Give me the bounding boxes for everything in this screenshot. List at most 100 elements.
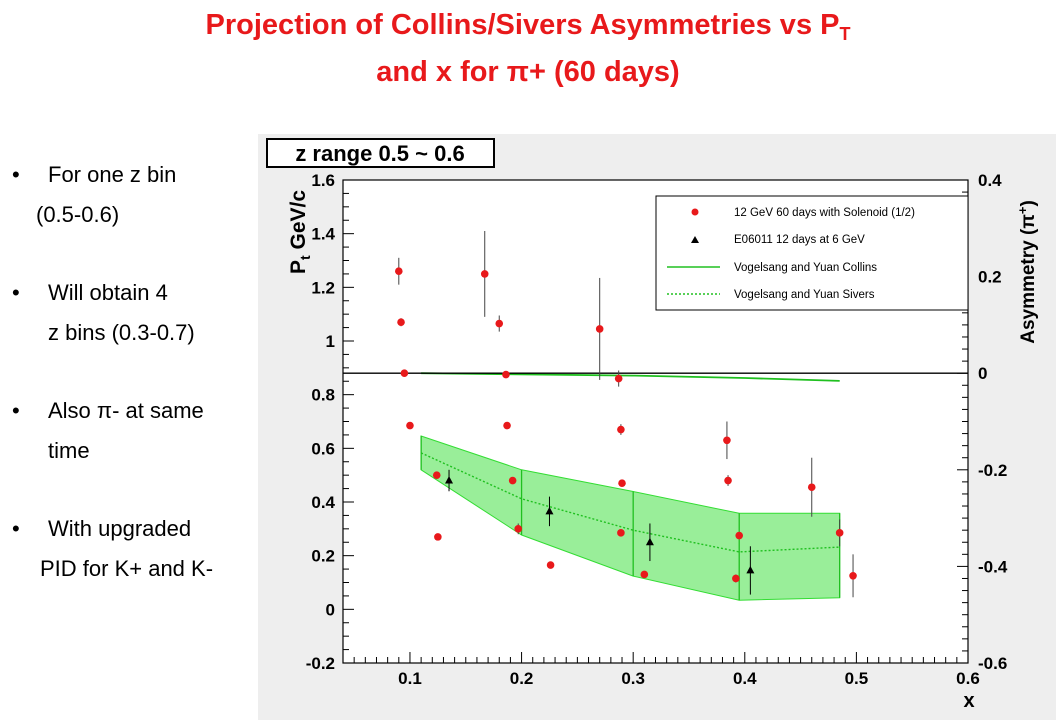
- slide-title-line-1: Projection of Collins/Sivers Asymmetries…: [0, 6, 1056, 53]
- solenoid-data-point: [617, 529, 625, 537]
- solenoid-data-point: [502, 370, 510, 379]
- bullet-text: time: [48, 438, 90, 463]
- y-axis-label: Pt GeV/c: [287, 190, 313, 274]
- bullet-text: PID for K+ and K-: [40, 556, 214, 581]
- chart-title: z range 0.5 ~ 0.6: [295, 141, 464, 166]
- bullet-icon: •: [12, 516, 20, 541]
- y-tick-label: 1.2: [311, 278, 335, 297]
- solenoid-data-point: [480, 270, 489, 278]
- y2-tick-label: -0.2: [978, 461, 1007, 480]
- solenoid-data-point: [614, 374, 623, 383]
- solenoid-data-point: [640, 570, 649, 579]
- legend-label-collins: Vogelsang and Yuan Collins: [734, 262, 877, 274]
- title-line-2-text: and x for: [376, 56, 507, 88]
- solenoid-data-point: [400, 369, 409, 378]
- solenoid-data-point: [406, 421, 414, 430]
- solenoid-data-point: [807, 483, 816, 492]
- collins-line-layer: [421, 372, 840, 382]
- solenoid-data-point: [595, 325, 604, 333]
- legend-marker-e06011: [691, 236, 699, 243]
- e06011-data-point: [545, 506, 554, 515]
- x-tick-label: 0.3: [621, 669, 645, 688]
- solenoid-data-point: [508, 476, 517, 485]
- bullet-text: Will obtain 4: [48, 280, 168, 305]
- y-tick-label: -0.2: [306, 654, 335, 673]
- x-tick-label: 0.1: [398, 669, 422, 688]
- legend-marker-solenoid: [691, 208, 699, 216]
- bullet-text: With upgraded: [48, 516, 192, 541]
- bullet-item-2-cont: z bins (0.3-0.7): [12, 313, 262, 353]
- e06011-data-point: [645, 537, 654, 546]
- e06011-data-point: [746, 565, 755, 574]
- point-layer: [395, 267, 857, 583]
- bullet-icon: •: [12, 280, 20, 305]
- x-tick-label: 0.6: [956, 669, 980, 688]
- solenoid-data-point: [432, 471, 441, 479]
- solenoid-data-point: [546, 561, 555, 569]
- y-tick-label: 0.6: [311, 439, 335, 458]
- solenoid-data-point: [495, 319, 504, 328]
- solenoid-data-point: [503, 421, 511, 430]
- legend-box: [655, 195, 969, 311]
- bullet-item-4: • With upgraded: [12, 509, 262, 549]
- solenoid-data-point: [617, 425, 625, 434]
- collins-curve: [421, 372, 840, 382]
- bullet-text: For one z bin: [48, 162, 177, 187]
- bullet-text: (0.5-0.6): [36, 202, 120, 227]
- y2-tick-label: 0.2: [978, 268, 1002, 287]
- y2-tick-label: -0.6: [978, 654, 1007, 673]
- y2-axis-label: Asymmetry (π+): [1015, 200, 1039, 344]
- legend-label-e06011: E06011 12 days at 6 GeV: [734, 234, 865, 246]
- slide-title-line-2: and x for π+ (60 days): [0, 53, 1056, 91]
- y-tick-label: 0.8: [311, 386, 335, 405]
- bullet-icon: •: [12, 162, 20, 187]
- legend-label-solenoid: 12 GeV 60 days with Solenoid (1/2): [734, 207, 915, 219]
- bullet-icon: •: [12, 398, 20, 423]
- y-tick-label: 1.4: [311, 225, 335, 244]
- bullet-item-2: • Will obtain 4: [12, 273, 262, 313]
- solenoid-data-point: [835, 529, 844, 537]
- sivers-uncertainty-band: [420, 435, 841, 601]
- x-tick-label: 0.5: [845, 669, 869, 688]
- bullet-text: Also π- at same: [48, 398, 204, 423]
- solenoid-data-point: [434, 533, 442, 541]
- title-subscript: T: [839, 24, 851, 44]
- x-tick-label: 0.2: [510, 669, 534, 688]
- x-tick-label: 0.4: [733, 669, 757, 688]
- y2-tick-label: 0: [978, 364, 987, 383]
- bullet-item-3: • Also π- at same: [12, 391, 262, 431]
- y-tick-label: 0.4: [311, 493, 335, 512]
- chart-title-box: [266, 138, 495, 168]
- sivers-curve: [420, 452, 840, 553]
- solenoid-data-point: [397, 318, 405, 327]
- solenoid-data-point: [514, 525, 523, 533]
- bullet-item-1-cont: (0.5-0.6): [12, 195, 262, 235]
- y-tick-label: 1.6: [311, 171, 335, 190]
- solenoid-data-point: [849, 571, 857, 580]
- y2-tick-label: 0.4: [978, 171, 1002, 190]
- y-tick-label: 0.2: [311, 547, 335, 566]
- y2-tick-label: -0.4: [978, 557, 1008, 576]
- y-tick-label: 0: [326, 600, 335, 619]
- solenoid-data-point: [723, 436, 731, 445]
- sivers-band-layer: [420, 435, 841, 601]
- solenoid-data-point: [724, 476, 732, 485]
- solenoid-data-point: [618, 479, 626, 488]
- bullet-item-3-cont: time: [12, 431, 262, 471]
- legend-label-sivers: Vogelsang and Yuan Sivers: [734, 289, 875, 301]
- bullet-text: z bins (0.3-0.7): [48, 320, 195, 345]
- solenoid-data-point: [395, 267, 403, 276]
- title-pi-symbol: π: [506, 56, 529, 88]
- chart-legend: 12 GeV 60 days with Solenoid (1/2) E0601…: [655, 195, 969, 311]
- solenoid-data-point: [732, 574, 740, 583]
- x-axis-label: x: [963, 690, 974, 712]
- title-line-2-suffix: + (60 days): [528, 56, 680, 88]
- bullet-item-1: • For one z bin: [12, 155, 262, 195]
- bullet-list: • For one z bin (0.5-0.6) • Will obtain 4 …: [12, 155, 262, 589]
- bullet-item-4-cont: PID for K+ and K-: [12, 549, 262, 589]
- y-tick-label: 1: [326, 332, 335, 351]
- title-line-1-text: Projection of Collins/Sivers Asymmetries…: [205, 9, 840, 41]
- slide-title: Projection of Collins/Sivers Asymmetries…: [0, 6, 1056, 91]
- e06011-data-point: [445, 476, 454, 484]
